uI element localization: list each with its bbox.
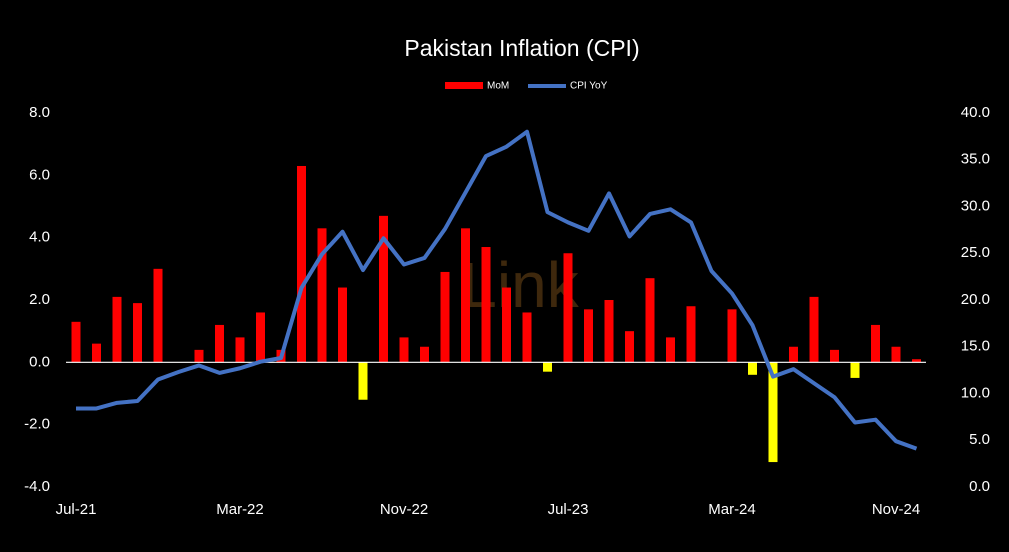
bar [850, 362, 860, 378]
bar [153, 268, 163, 363]
bar [912, 359, 921, 363]
bar [256, 312, 265, 363]
bar [461, 228, 470, 363]
x-tick-label: Jul-21 [56, 501, 97, 518]
bar [748, 362, 757, 375]
y2-tick-label: 15.0 [961, 338, 990, 355]
x-tick-label: Mar-24 [708, 501, 756, 518]
bar [92, 343, 101, 363]
bar [768, 362, 778, 463]
bar [440, 271, 450, 363]
bar [297, 165, 306, 363]
bar [481, 247, 491, 363]
x-tick-label: Jul-23 [548, 501, 589, 518]
y-tick-label: -2.0 [24, 416, 50, 433]
bar [379, 215, 388, 363]
bar [215, 324, 224, 363]
y2-tick-label: 25.0 [961, 244, 990, 261]
bar [522, 312, 532, 363]
x-tick-label: Nov-24 [872, 501, 920, 518]
bar [502, 287, 511, 363]
y2-tick-label: 20.0 [961, 291, 990, 308]
bar [830, 349, 839, 363]
y2-tick-label: 40.0 [961, 104, 990, 121]
bar [584, 309, 593, 363]
legend-swatch [445, 82, 483, 89]
bar [604, 300, 614, 363]
bar [194, 349, 204, 363]
y-tick-label: 0.0 [29, 353, 50, 370]
y-tick-label: -4.0 [24, 478, 50, 495]
bar [317, 228, 327, 363]
y-tick-label: 2.0 [29, 291, 50, 308]
y2-tick-label: 10.0 [961, 384, 990, 401]
line [76, 129, 918, 451]
watermark: Link [461, 249, 579, 321]
bar [727, 309, 737, 363]
bar [666, 337, 675, 363]
bar [891, 346, 901, 363]
bar [686, 306, 696, 363]
y2-tick-label: 0.0 [969, 478, 990, 495]
legend-label: CPI YoY [570, 81, 608, 92]
y-tick-label: 6.0 [29, 166, 50, 183]
x-tick-label: Nov-22 [380, 501, 428, 518]
y2-tick-label: 30.0 [961, 197, 990, 214]
bar [71, 321, 81, 363]
bar [420, 346, 429, 363]
legend-label: MoM [487, 81, 509, 92]
y-tick-label: 4.0 [29, 229, 50, 246]
bar [112, 296, 122, 363]
chart-title: Pakistan Inflation (CPI) [404, 35, 639, 61]
bar [809, 296, 819, 363]
bar [645, 278, 655, 363]
x-tick-label: Mar-22 [216, 501, 264, 518]
y-tick-label: 8.0 [29, 104, 50, 121]
y2-tick-label: 35.0 [961, 151, 990, 168]
bar [399, 337, 409, 363]
y2-tick-label: 5.0 [969, 431, 990, 448]
bar [543, 362, 552, 372]
bar [338, 287, 347, 363]
bar [871, 324, 880, 363]
bar [789, 346, 798, 363]
bar [358, 362, 368, 400]
bar [235, 337, 245, 363]
bar [563, 253, 573, 363]
bar [133, 303, 142, 363]
bar [625, 331, 634, 363]
